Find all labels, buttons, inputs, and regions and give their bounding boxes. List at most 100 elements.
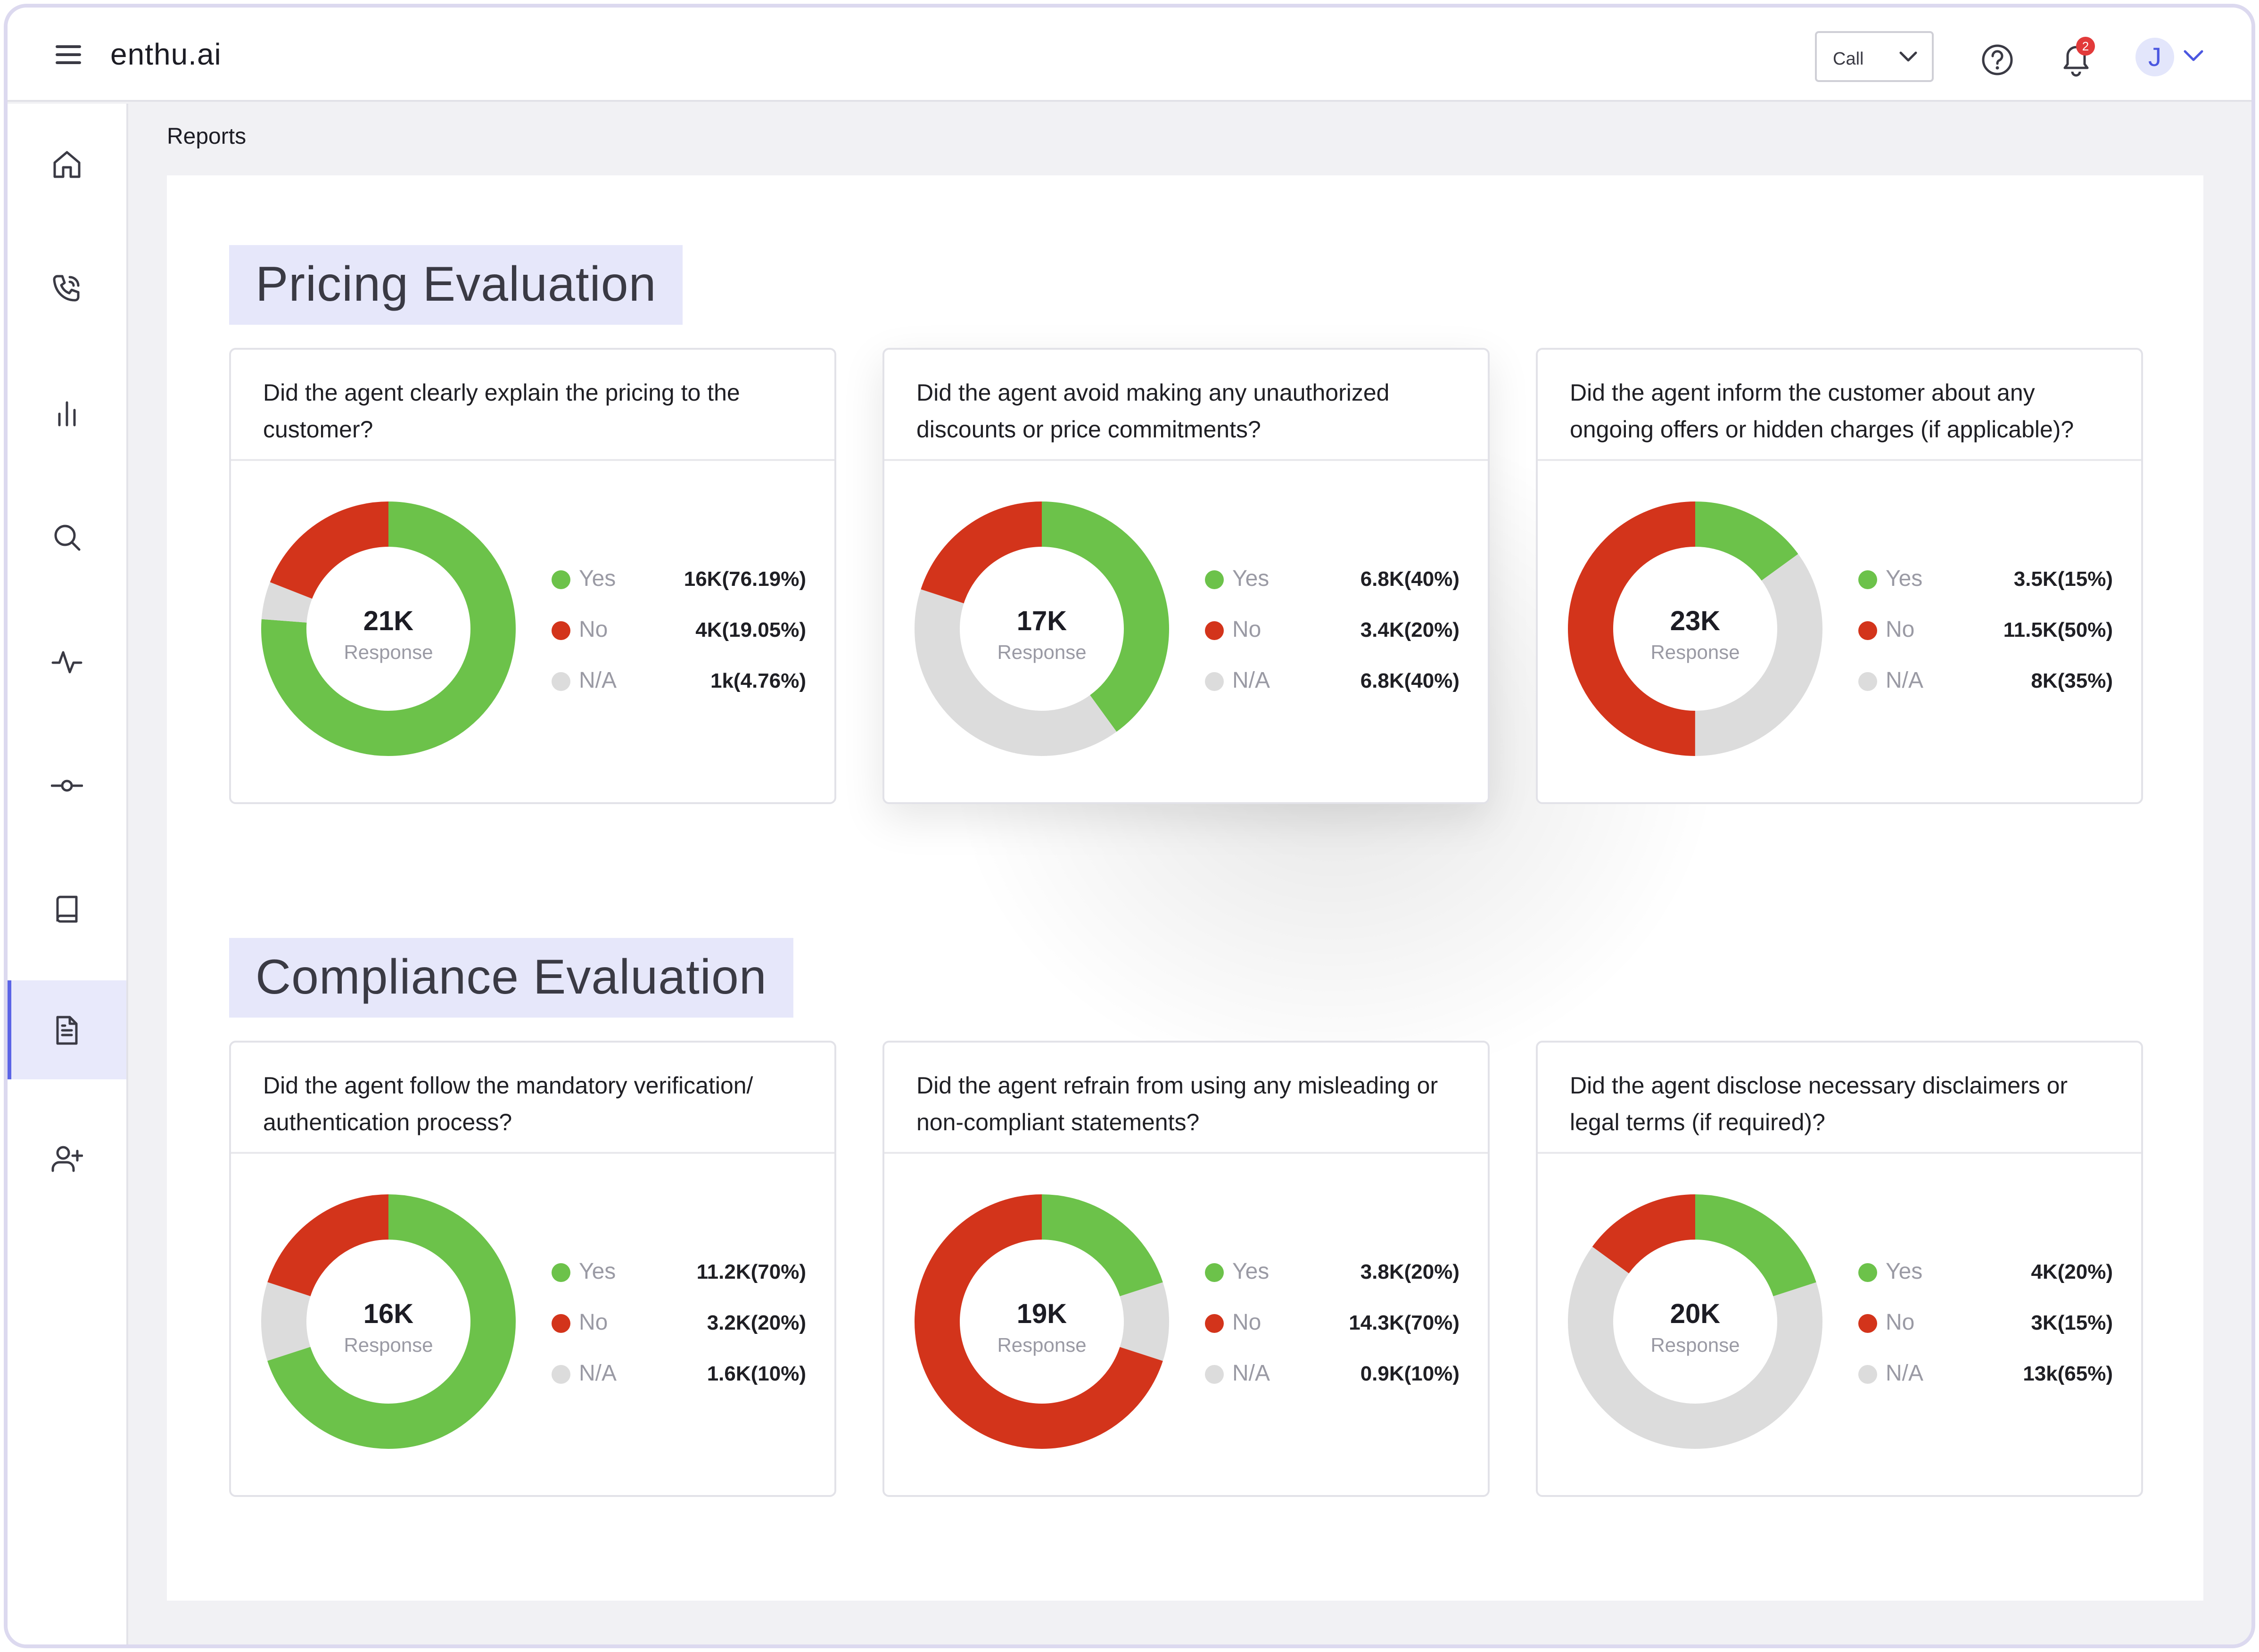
- chart-legend: Yes 4K(20%) No 3K(15%) N/A 13k(65%): [1858, 1258, 2113, 1411]
- donut-segment-no: [261, 501, 516, 756]
- legend-dot-yes: [552, 1263, 570, 1282]
- donut-chart: [915, 501, 1169, 756]
- legend-dot-yes: [1858, 570, 1877, 589]
- question-text: Did the agent refrain from using any mis…: [884, 1043, 1488, 1154]
- legend-dot-no: [1205, 1314, 1224, 1333]
- sidebar-item-library[interactable]: [8, 860, 126, 959]
- legend-row-na: N/A 8K(35%): [1858, 667, 2113, 718]
- search-icon: [54, 525, 81, 551]
- question-card: Did the agent avoid making any unauthori…: [882, 348, 1490, 804]
- legend-value-yes: 16K(76.19%): [684, 567, 806, 591]
- legend-value-na: 1k(4.76%): [710, 669, 806, 692]
- sidebar-item-analytics[interactable]: [8, 363, 126, 462]
- legend-row-no: No 14.3K(70%): [1205, 1309, 1459, 1360]
- legend-row-yes: Yes 3.5K(15%): [1858, 566, 2113, 616]
- legend-row-no: No 3.4K(20%): [1205, 616, 1459, 667]
- sidebar-item-home[interactable]: [8, 115, 126, 214]
- legend-row-na: N/A 6.8K(40%): [1205, 667, 1459, 718]
- donut-segment-no: [261, 1194, 516, 1449]
- question-text: Did the agent disclose necessary disclai…: [1538, 1043, 2141, 1154]
- legend-value-yes: 11.2K(70%): [696, 1260, 806, 1283]
- legend-value-yes: 3.5K(15%): [2013, 567, 2113, 591]
- app-window: enthu.ai Call 2 J: [4, 4, 2255, 1648]
- legend-row-na: N/A 1.6K(10%): [552, 1360, 806, 1411]
- legend-label: N/A: [579, 1361, 617, 1386]
- sidebar-item-add-user[interactable]: [8, 1109, 126, 1208]
- question-card: Did the agent follow the mandatory verif…: [229, 1041, 836, 1497]
- sidebar-item-activity[interactable]: [8, 612, 126, 711]
- donut-chart: [261, 1194, 516, 1449]
- response-total: 21K: [363, 606, 414, 636]
- legend-row-yes: Yes 6.8K(40%): [1205, 566, 1459, 616]
- legend-dot-no: [1205, 621, 1224, 640]
- legend-label: No: [579, 617, 608, 642]
- legend-row-no: No 3K(15%): [1858, 1309, 2113, 1360]
- legend-value-no: 11.5K(50%): [2003, 618, 2113, 641]
- report-panel: Pricing Evaluation Did the agent clearly…: [167, 175, 2203, 1601]
- sidebar-item-reports[interactable]: [8, 980, 126, 1079]
- channel-select[interactable]: Call: [1815, 31, 1934, 82]
- user-plus-icon: [51, 1146, 83, 1172]
- sidebar-item-search[interactable]: [8, 487, 126, 586]
- response-total: 23K: [1670, 606, 1721, 636]
- legend-label: Yes: [1886, 1259, 1923, 1284]
- legend-dot-no: [552, 621, 570, 640]
- response-caption: Response: [997, 1334, 1087, 1356]
- question-card: Did the agent clearly explain the pricin…: [229, 348, 836, 804]
- legend-label: No: [1232, 1310, 1261, 1335]
- legend-value-yes: 6.8K(40%): [1360, 567, 1459, 591]
- section-title-compliance: Compliance Evaluation: [229, 938, 793, 1018]
- legend-row-yes: Yes 11.2K(70%): [552, 1258, 806, 1309]
- response-caption: Response: [1650, 641, 1740, 663]
- donut-segment-no: [1568, 1194, 1822, 1449]
- response-total: 19K: [1016, 1299, 1067, 1329]
- sidebar: [8, 104, 128, 1644]
- home-icon: [53, 151, 81, 178]
- sidebar-item-commit[interactable]: [8, 736, 126, 835]
- legend-label: N/A: [1886, 668, 1924, 693]
- donut-segment-na: [1568, 501, 1822, 756]
- sidebar-item-calls[interactable]: [8, 238, 126, 337]
- question-text: Did the agent avoid making any unauthori…: [884, 350, 1488, 461]
- response-total: 16K: [363, 1299, 414, 1329]
- commit-icon: [51, 780, 83, 792]
- legend-row-no: No 11.5K(50%): [1858, 616, 2113, 667]
- menu-icon[interactable]: [56, 45, 81, 64]
- legend-dot-yes: [1205, 1263, 1224, 1282]
- response-caption: Response: [344, 641, 433, 663]
- question-text: Did the agent clearly explain the pricin…: [231, 350, 834, 461]
- legend-value-no: 3K(15%): [2031, 1311, 2113, 1334]
- user-avatar[interactable]: J: [2135, 38, 2174, 76]
- response-caption: Response: [1650, 1334, 1740, 1356]
- legend-row-yes: Yes 4K(20%): [1858, 1258, 2113, 1309]
- legend-row-na: N/A 13k(65%): [1858, 1360, 2113, 1411]
- legend-dot-yes: [1205, 570, 1224, 589]
- legend-label: Yes: [1886, 566, 1923, 591]
- donut-segment-no: [1568, 501, 1822, 756]
- legend-label: N/A: [1886, 1361, 1924, 1386]
- legend-dot-na: [1858, 672, 1877, 691]
- legend-label: Yes: [1232, 566, 1270, 591]
- legend-value-no: 14.3K(70%): [1349, 1311, 1459, 1334]
- donut-segment-na: [261, 1194, 516, 1449]
- legend-value-na: 0.9K(10%): [1360, 1362, 1459, 1385]
- legend-label: No: [579, 1310, 608, 1335]
- question-card: Did the agent inform the customer about …: [1536, 348, 2143, 804]
- legend-value-no: 4K(19.05%): [695, 618, 806, 641]
- donut-segment-na: [1568, 1194, 1822, 1449]
- question-card: Did the agent refrain from using any mis…: [882, 1041, 1490, 1497]
- brand-logo: enthu.ai: [110, 37, 222, 71]
- legend-row-no: No 3.2K(20%): [552, 1309, 806, 1360]
- legend-value-yes: 4K(20%): [2031, 1260, 2113, 1283]
- question-text: Did the agent follow the mandatory verif…: [231, 1043, 834, 1154]
- chart-legend: Yes 3.8K(20%) No 14.3K(70%) N/A 0.9K(10%…: [1205, 1258, 1459, 1411]
- donut-segment-na: [915, 501, 1169, 756]
- chevron-down-icon[interactable]: [2183, 49, 2204, 63]
- legend-label: No: [1232, 617, 1261, 642]
- help-icon[interactable]: [1981, 43, 2014, 76]
- legend-value-na: 1.6K(10%): [707, 1362, 806, 1385]
- legend-dot-yes: [552, 570, 570, 589]
- legend-value-na: 6.8K(40%): [1360, 669, 1459, 692]
- book-icon: [56, 896, 78, 923]
- legend-row-yes: Yes 3.8K(20%): [1205, 1258, 1459, 1309]
